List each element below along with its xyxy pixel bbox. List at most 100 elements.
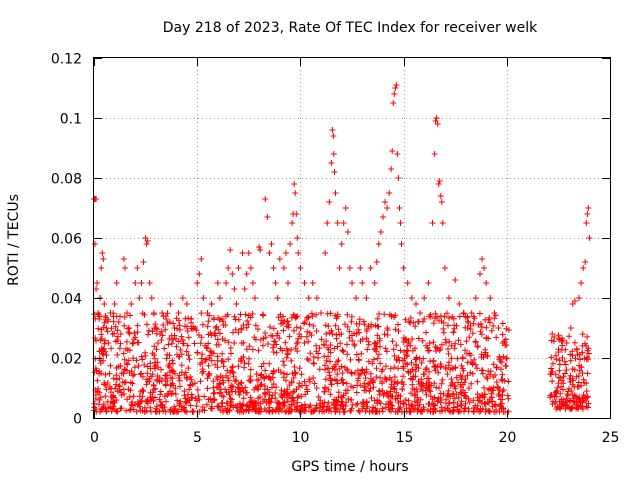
data-point: [391, 352, 398, 359]
data-point: [217, 381, 224, 388]
data-point: [567, 357, 574, 364]
data-point: [491, 402, 498, 409]
data-point: [353, 351, 360, 358]
data-point: [400, 381, 407, 388]
data-point: [498, 359, 505, 366]
data-point: [553, 356, 560, 363]
data-point: [175, 317, 182, 324]
data-point: [374, 355, 381, 362]
data-point: [413, 301, 419, 307]
data-point: [409, 381, 416, 388]
data-point: [165, 341, 172, 348]
data-point: [371, 280, 378, 286]
data-point: [228, 350, 234, 357]
data-point: [147, 360, 154, 367]
data-point: [327, 310, 334, 317]
data-point: [381, 311, 388, 318]
data-point: [438, 380, 445, 387]
data-point: [555, 349, 562, 355]
data-point: [199, 321, 206, 328]
data-point: [219, 358, 226, 365]
data-point: [106, 370, 113, 377]
data-point: [205, 362, 212, 369]
data-point: [183, 301, 190, 307]
data-point: [371, 397, 378, 404]
data-point: [408, 359, 415, 366]
data-point: [293, 340, 300, 347]
data-point: [283, 388, 289, 395]
data-point: [579, 349, 586, 356]
data-point: [177, 347, 184, 353]
data-point: [384, 327, 391, 333]
data-point: [560, 396, 567, 403]
data-point: [254, 383, 261, 390]
data-point: [485, 386, 492, 393]
data-point: [457, 372, 464, 379]
data-point: [225, 356, 232, 363]
data-point: [397, 404, 404, 411]
data-point: [422, 366, 429, 373]
data-point: [103, 325, 110, 331]
data-point: [230, 329, 236, 336]
data-point: [383, 363, 389, 370]
data-point: [104, 398, 111, 405]
data-point: [393, 342, 400, 349]
data-point: [348, 396, 354, 403]
data-point: [470, 320, 477, 327]
data-point: [443, 310, 450, 317]
data-point: [223, 389, 230, 396]
data-point: [477, 271, 483, 277]
data-point: [283, 345, 290, 352]
data-point: [437, 345, 444, 352]
data-point: [484, 375, 491, 382]
data-point: [364, 326, 370, 333]
data-point: [384, 392, 391, 398]
data-point: [458, 362, 465, 369]
data-point: [292, 370, 299, 377]
data-point: [356, 371, 363, 378]
data-points: [91, 82, 593, 415]
data-point: [120, 386, 127, 393]
data-point: [214, 376, 221, 383]
data-point: [299, 404, 306, 410]
data-point: [291, 370, 298, 376]
data-point: [247, 376, 254, 383]
data-point: [475, 321, 482, 328]
data-point: [208, 357, 215, 364]
data-point: [344, 311, 351, 318]
data-point: [138, 280, 145, 286]
data-point: [334, 220, 341, 226]
data-point: [409, 336, 416, 342]
data-point: [153, 377, 160, 384]
data-point: [124, 396, 131, 403]
data-point: [97, 394, 104, 401]
data-point: [583, 388, 590, 395]
data-point: [499, 371, 506, 378]
data-point: [568, 405, 574, 412]
data-point: [262, 367, 269, 374]
data-point: [269, 344, 276, 351]
data-point: [391, 91, 398, 97]
data-point: [370, 356, 377, 363]
data-point: [440, 329, 447, 336]
data-point: [578, 403, 585, 410]
data-point: [328, 160, 335, 166]
data-point: [228, 386, 235, 393]
data-point: [321, 342, 328, 349]
data-point: [392, 408, 399, 415]
data-point: [304, 328, 311, 335]
data-point: [330, 402, 337, 409]
data-point: [256, 404, 263, 411]
data-point: [389, 338, 396, 345]
data-point: [423, 342, 430, 349]
data-point: [420, 371, 427, 378]
data-point: [554, 384, 561, 391]
data-point: [405, 401, 412, 408]
data-point: [569, 352, 576, 359]
data-point: [162, 381, 169, 388]
data-point: [441, 265, 448, 271]
data-point: [187, 373, 194, 380]
data-point: [260, 360, 267, 367]
data-point: [143, 241, 150, 247]
data-point: [572, 355, 579, 362]
